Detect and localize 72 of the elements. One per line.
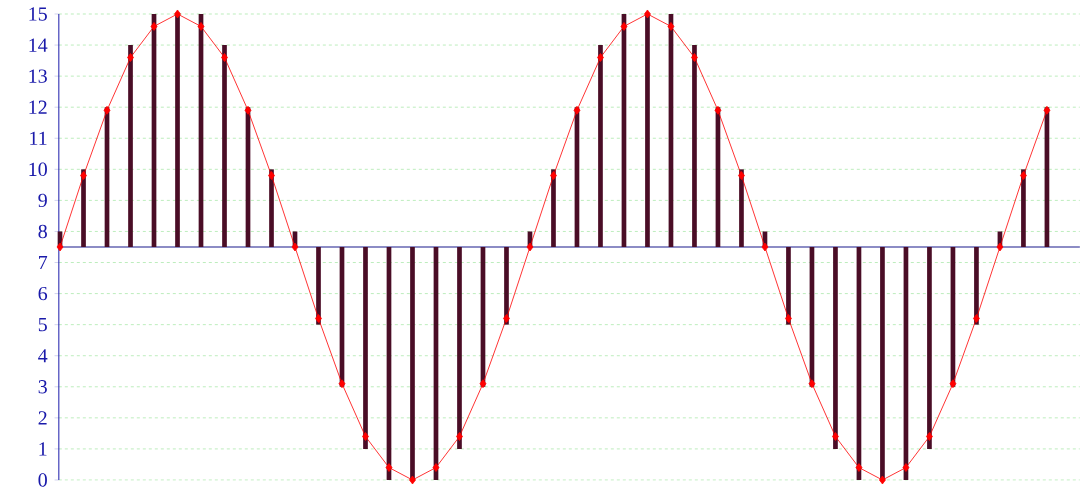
y-tick-label: 10	[29, 162, 47, 177]
y-tick-label: 1	[39, 442, 47, 456]
point	[949, 379, 957, 389]
y-tick-label: 2	[38, 411, 47, 425]
bar	[128, 45, 133, 247]
bar	[222, 45, 227, 247]
point	[879, 475, 886, 485]
y-tick-label: 5	[38, 318, 47, 332]
point	[479, 379, 487, 389]
point	[80, 171, 87, 180]
y-tick-label: 8	[38, 224, 47, 239]
point	[503, 314, 510, 323]
point	[526, 242, 534, 252]
y-tick-label: 11	[30, 131, 47, 145]
y-tick-label: 15	[29, 7, 47, 21]
point	[268, 171, 275, 180]
point	[1043, 105, 1051, 115]
point	[1020, 171, 1027, 180]
bar	[692, 45, 697, 247]
y-tick-label: 14	[29, 38, 48, 52]
point	[714, 105, 722, 115]
point	[338, 379, 346, 389]
y-tick-label: 3	[38, 380, 47, 394]
y-tick-label: 7	[39, 255, 48, 270]
bar	[598, 45, 603, 247]
point	[150, 22, 158, 31]
point	[855, 463, 863, 472]
y-tick-label: 4	[38, 349, 48, 363]
point	[973, 314, 980, 323]
y-tick-label: 9	[38, 193, 47, 208]
bar	[880, 246, 885, 480]
point	[667, 22, 675, 31]
point	[456, 432, 463, 441]
y-tick-label: 12	[29, 100, 47, 114]
point	[432, 463, 440, 472]
point	[362, 432, 369, 441]
point	[221, 53, 228, 62]
y-tick-label: 13	[29, 69, 47, 83]
point	[785, 314, 792, 323]
point	[761, 242, 769, 252]
point	[832, 432, 839, 441]
point	[573, 105, 581, 115]
point	[197, 22, 205, 31]
bar	[410, 246, 415, 480]
bar	[363, 246, 368, 449]
point	[56, 242, 64, 252]
point	[315, 314, 322, 323]
point	[620, 22, 628, 31]
y-tick-label: 0	[38, 473, 47, 487]
point	[738, 171, 745, 180]
bar	[786, 246, 791, 325]
point	[597, 53, 604, 62]
point	[550, 171, 557, 180]
point	[902, 463, 910, 472]
bar	[927, 246, 932, 449]
point	[691, 53, 698, 62]
point	[926, 432, 933, 441]
point	[103, 105, 111, 115]
bar	[175, 13, 180, 247]
point	[291, 242, 299, 252]
point	[127, 53, 134, 62]
bar	[645, 13, 650, 247]
point	[174, 9, 181, 19]
y-tick-label: 6	[38, 286, 48, 301]
point	[644, 9, 651, 19]
point	[409, 475, 416, 485]
point	[244, 105, 252, 115]
bar	[833, 246, 838, 449]
point	[808, 379, 816, 389]
point	[996, 242, 1004, 252]
bar	[457, 246, 462, 449]
point	[385, 463, 393, 472]
